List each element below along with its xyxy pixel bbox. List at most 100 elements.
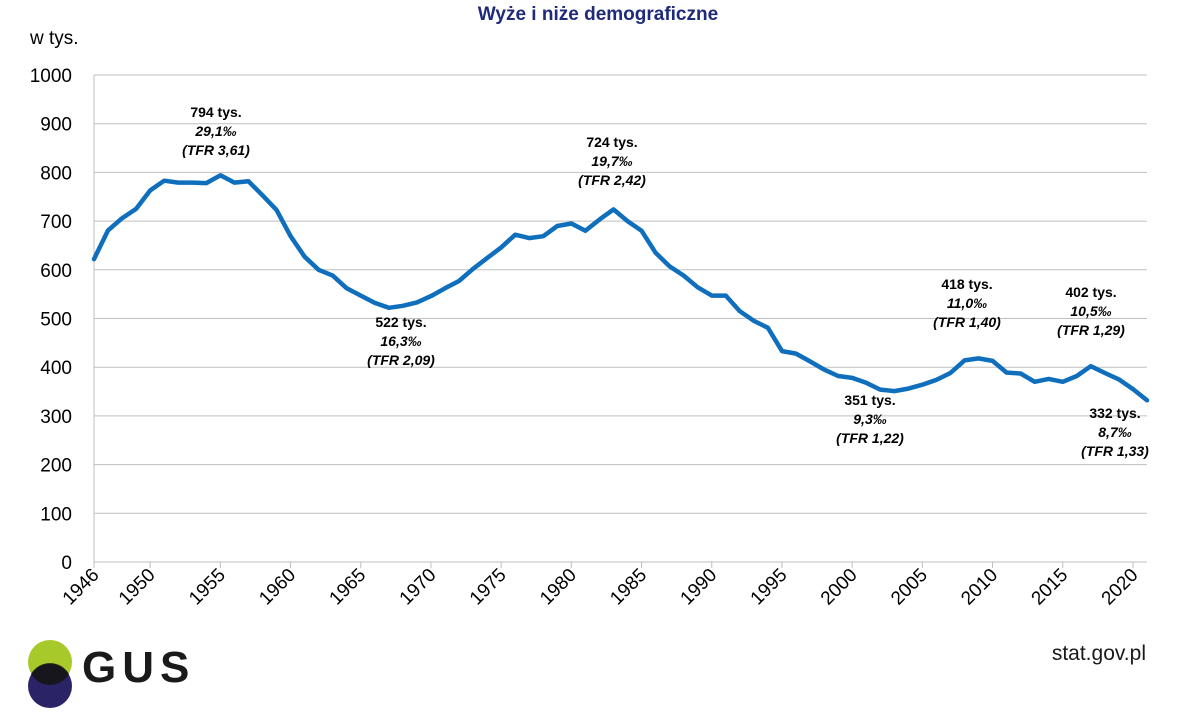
series-line-births [91, 173, 1150, 403]
data-point [1019, 372, 1023, 375]
x-tick-label: 1960 [255, 565, 300, 610]
gridlines [93, 74, 1147, 563]
data-point [963, 358, 966, 362]
data-point [555, 224, 559, 228]
data-point [906, 387, 910, 391]
y-tick-label: 800 [40, 163, 72, 184]
data-point [808, 359, 812, 363]
y-tick-label: 0 [61, 553, 72, 574]
annotation-1955: 794 tys. 29,1‰ (TFR 3,61) [182, 104, 250, 158]
annotation-line: 10,5‰ [1070, 303, 1111, 319]
annotations-layer: 794 tys. 29,1‰ (TFR 3,61) 522 tys. 16,3‰ (TFR… [182, 104, 1149, 459]
annotation-1967: 522 tys. 16,3‰ (TFR 2,09) [367, 314, 435, 368]
data-point [527, 236, 531, 240]
gus-logo-icon [28, 640, 72, 708]
data-point [598, 218, 601, 222]
data-point [162, 179, 166, 183]
annotation-line: 794 tys. [190, 104, 241, 120]
data-point [850, 376, 854, 380]
data-point [387, 306, 391, 310]
annotation-2003: 351 tys. 9,3‰ (TFR 1,22) [836, 392, 904, 446]
data-point [275, 208, 278, 212]
annotation-line: 332 tys. [1089, 405, 1140, 421]
y-axis-unit-label: w tys. [29, 28, 79, 49]
data-point [1089, 364, 1093, 368]
data-point [766, 326, 770, 330]
x-tick-label: 1955 [185, 565, 230, 610]
x-tick-label: 1980 [536, 565, 581, 610]
annotation-line: (TFR 1,22) [836, 430, 904, 446]
logo-overlap-icon [31, 663, 69, 685]
y-tick-label: 1000 [30, 66, 72, 87]
annotation-line: 8,7‰ [1098, 424, 1131, 440]
data-point [345, 286, 349, 290]
annotation-line: (TFR 1,33) [1081, 443, 1149, 459]
annotation-line: (TFR 3,61) [182, 142, 250, 158]
data-point [822, 368, 826, 372]
annotation-line: (TFR 2,42) [578, 172, 646, 188]
gus-logo-text: GUS [82, 643, 196, 692]
data-point [696, 285, 700, 289]
annotation-line: 9,3‰ [853, 411, 886, 427]
y-axis-ticks: 0 100 200 300 400 500 600 700 800 900 1000 [30, 66, 72, 574]
annotation-line: 724 tys. [586, 134, 637, 150]
y-tick-label: 400 [40, 358, 72, 379]
annotation-line: 19,7‰ [591, 153, 632, 169]
data-point [682, 274, 686, 278]
data-point [836, 374, 840, 378]
x-tick-label: 2005 [887, 565, 932, 610]
source-link[interactable]: stat.gov.pl [1051, 642, 1146, 665]
data-point [120, 216, 124, 220]
annotation-line: 522 tys. [375, 314, 426, 330]
data-point [359, 294, 363, 298]
x-tick-label: 2010 [957, 565, 1002, 610]
x-tick-label: 1995 [747, 565, 792, 610]
annotation-line: 29,1‰ [194, 123, 236, 139]
x-tick-label: 1975 [466, 565, 511, 610]
data-point [289, 234, 292, 238]
data-point [176, 181, 180, 185]
data-point [780, 349, 784, 353]
y-tick-label: 200 [40, 456, 72, 477]
data-point [92, 257, 96, 261]
data-point [668, 264, 672, 268]
annotation-2017: 402 tys. 10,5‰ (TFR 1,29) [1057, 284, 1125, 338]
data-point [1047, 377, 1051, 381]
data-point [106, 228, 110, 232]
data-point [991, 359, 994, 363]
data-point [401, 304, 405, 308]
data-point [1145, 398, 1149, 402]
data-point [920, 383, 924, 387]
annotation-2009: 418 tys. 11,0‰ (TFR 1,40) [933, 276, 1001, 330]
data-point [878, 388, 882, 392]
y-tick-label: 500 [40, 310, 72, 331]
y-tick-label: 300 [40, 407, 72, 428]
data-point [949, 371, 952, 375]
data-point [612, 208, 615, 211]
annotation-line: 11,0‰ [947, 295, 987, 311]
data-point [247, 179, 250, 183]
x-axis-ticks: 1946 1950 1955 1960 1965 1970 1975 1980 1985 1990… [59, 562, 1142, 610]
data-point [1033, 380, 1037, 384]
series-layer [91, 173, 1150, 403]
x-tick-label: 1990 [677, 565, 722, 610]
data-point [1117, 377, 1121, 381]
data-point [584, 229, 587, 233]
data-point [134, 207, 138, 211]
y-tick-label: 700 [40, 212, 72, 233]
data-point [794, 352, 798, 355]
y-tick-label: 600 [40, 261, 72, 282]
data-point [935, 378, 938, 382]
data-point [1075, 374, 1079, 378]
y-tick-label: 100 [40, 504, 72, 525]
data-point [261, 193, 264, 197]
data-point [429, 294, 433, 298]
data-point [331, 274, 335, 278]
data-point [204, 181, 208, 185]
data-point [1131, 387, 1135, 391]
data-point [569, 222, 573, 225]
data-point [752, 319, 756, 323]
data-point [373, 301, 377, 305]
annotation-line: 351 tys. [844, 392, 895, 408]
